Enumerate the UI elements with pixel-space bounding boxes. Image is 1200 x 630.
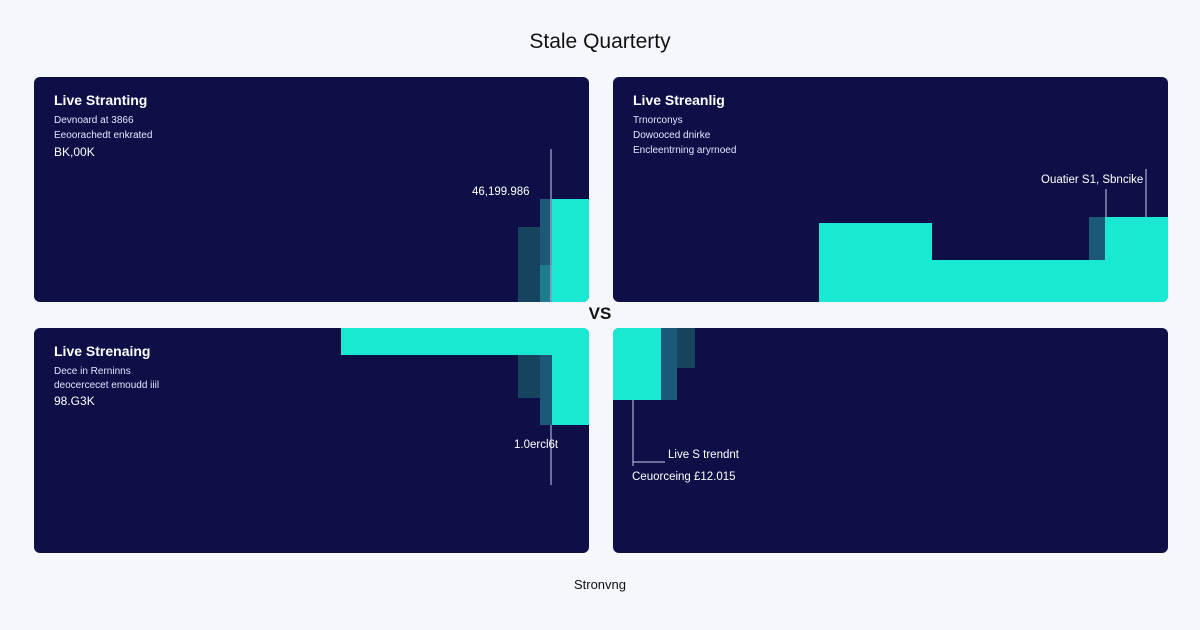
chart-area-3 <box>341 328 589 485</box>
panel-value: BK,00K <box>54 145 95 159</box>
shadow-bar <box>1089 217 1105 260</box>
annotation-label: Ouatier S1, Sbncike <box>1041 174 1144 186</box>
annotation-label: 1.0ercl6t <box>514 439 559 451</box>
panel-subtitle: Eeoorachedt enkrated <box>54 130 153 141</box>
panel-subtitle: Dece in Rerninns <box>54 366 131 377</box>
panel-value: 98.G3K <box>54 394 95 408</box>
chart-panel-2: Live Streanlig Trnorconys Dowooced dnirk… <box>613 77 1168 302</box>
shadow-bar <box>661 328 677 400</box>
accent-bar <box>1105 217 1168 302</box>
vs-label: VS <box>588 304 612 323</box>
annotation-label: 46,199.986 <box>472 186 530 198</box>
chart-area-1 <box>518 149 589 302</box>
panel-title: Live Strenaing <box>54 343 151 359</box>
panel-subtitle: Devnoard at 3866 <box>54 115 134 126</box>
footer-label: Stronvng <box>573 577 627 592</box>
shadow-bar <box>675 328 695 368</box>
shadow-bar <box>540 355 552 425</box>
chart-area-2 <box>819 169 1168 302</box>
accent-bar <box>341 328 589 355</box>
shadow-bar <box>518 355 540 398</box>
accent-bar <box>552 199 589 302</box>
accent-bar <box>613 328 661 400</box>
chart-area-4 <box>613 328 695 466</box>
panel-subtitle: Dowooced dnirke <box>633 130 711 141</box>
panel-title: Live Streanlig <box>633 92 725 108</box>
chart-panel-1: Live Stranting Devnoard at 3866 Eeoorach… <box>34 77 589 302</box>
panel-subtitle: deocercecet emoudd iiil <box>54 380 160 391</box>
chart-panel-3: Live Strenaing Dece in Rerninns deocerce… <box>34 328 589 553</box>
annotation-label: Ceuorceing £12.015 <box>632 471 736 483</box>
panel-subtitle: Encleentrning aryrnoed <box>633 145 737 156</box>
panel-subtitle: Trnorconys <box>633 115 683 126</box>
accent-bar <box>819 223 932 302</box>
chart-panel-4: Live S trendnt Ceuorceing £12.015 <box>613 328 1168 553</box>
shadow-bar <box>540 265 552 302</box>
page-title: Stale Quarterty <box>529 30 671 53</box>
panel-title: Live Stranting <box>54 92 148 108</box>
accent-bar <box>552 328 589 425</box>
shadow-bar <box>518 227 540 302</box>
annotation-label: Live S trendnt <box>668 449 739 461</box>
